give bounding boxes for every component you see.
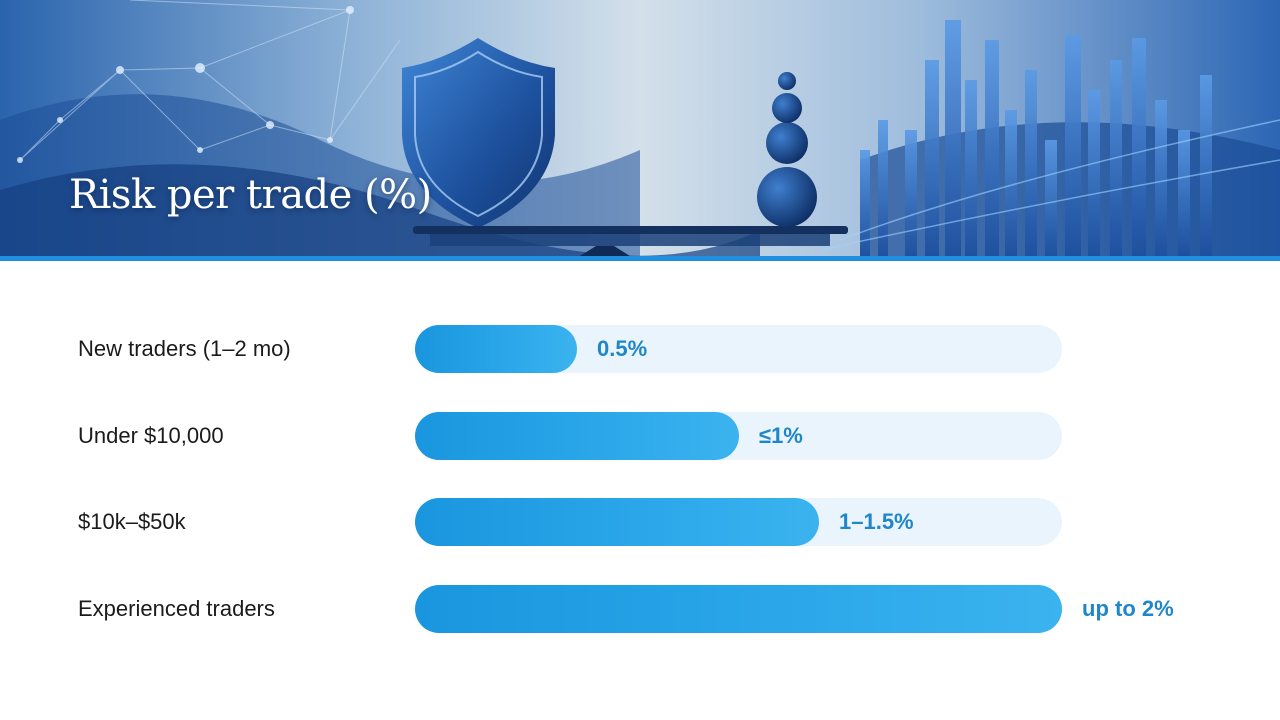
data-label: ≤1% bbox=[759, 423, 803, 448]
header-illustration bbox=[0, 0, 1280, 256]
data-label: up to 2% bbox=[1082, 596, 1174, 621]
accent-divider bbox=[0, 256, 1280, 261]
bar bbox=[415, 325, 577, 373]
bar bbox=[415, 585, 1062, 633]
category-label: New traders (1–2 mo) bbox=[78, 336, 291, 361]
header-banner bbox=[0, 0, 1280, 256]
data-label: 1–1.5% bbox=[839, 509, 914, 534]
risk-bar-chart: New traders (1–2 mo) 0.5% Under $10,000 ≤1%… bbox=[0, 262, 1280, 720]
bar bbox=[415, 412, 739, 460]
category-label: $10k–$50k bbox=[78, 509, 186, 534]
bar bbox=[415, 498, 819, 546]
page-title: Risk per trade (%) bbox=[69, 172, 432, 218]
category-label: Under $10,000 bbox=[78, 423, 224, 448]
data-label: 0.5% bbox=[597, 336, 648, 361]
category-label: Experienced traders bbox=[78, 596, 275, 621]
